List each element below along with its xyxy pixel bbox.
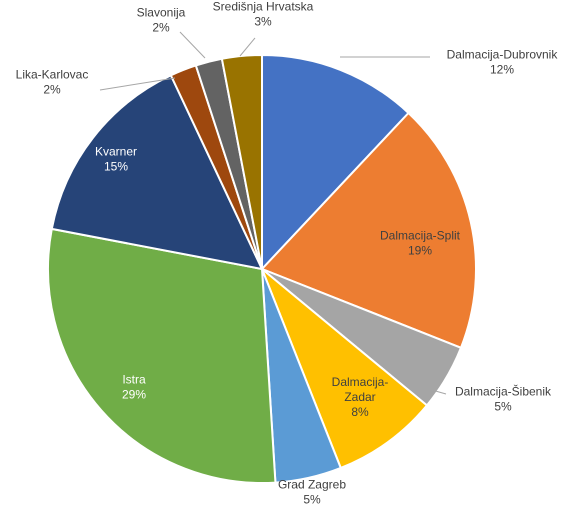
slice-label-line: Zadar	[344, 390, 375, 404]
leader-line	[295, 483, 301, 488]
slice-label: Središnja Hrvatska 3%	[213, 0, 314, 29]
slice-label: Slavonija 2%	[137, 6, 186, 35]
slice-label-line: 12%	[490, 63, 514, 77]
slice-label-line: 19%	[408, 244, 432, 258]
slice-label: Dalmacija-Split 19%	[380, 229, 461, 258]
pie-slice	[261, 53, 410, 272]
slice-label-line: Grad Zagreb	[278, 478, 346, 492]
slice-label: Dalmacija-Zadar 8%	[332, 375, 389, 419]
slice-label-line: 3%	[254, 15, 272, 29]
pie-slice	[50, 74, 264, 271]
slice-label-line: Dalmacija-Split	[380, 229, 461, 243]
slice-label-line: Istra	[122, 373, 146, 387]
slice-labels: Dalmacija-Dubrovnik 12% Dalmacija-Split 19%…	[16, 0, 559, 507]
pie-slice	[261, 268, 429, 470]
slice-label: Dalmacija-Dubrovnik 12%	[447, 48, 559, 77]
slice-label-line: Dalmacija-Dubrovnik	[447, 48, 559, 62]
slice-label: Lika-Karlovac 2%	[16, 68, 89, 97]
slice-label-line: Kvarner	[95, 145, 137, 159]
pie-slices	[47, 53, 477, 484]
leader-lines	[99, 31, 447, 488]
slice-label-line: 29%	[122, 388, 146, 402]
pie-slice	[220, 53, 263, 270]
pie-slice	[47, 227, 277, 484]
slice-label: Istra 29%	[122, 373, 146, 402]
pie-slice	[260, 111, 477, 350]
slice-label-line: 2%	[43, 83, 61, 97]
leader-line	[239, 37, 256, 57]
slice-label: Kvarner 15%	[95, 145, 137, 174]
leader-line	[431, 389, 447, 395]
leader-line	[99, 77, 176, 91]
slice-label-line: 8%	[351, 405, 369, 419]
leader-line	[179, 31, 206, 59]
slice-label-line: Lika-Karlovac	[16, 68, 89, 82]
slice-label-line: Središnja Hrvatska	[213, 0, 314, 14]
slice-label-line: 5%	[494, 400, 512, 414]
slice-label: Grad Zagreb 5%	[278, 478, 346, 507]
slice-label-line: Slavonija	[137, 6, 186, 20]
slice-label: Dalmacija-Šibenik 5%	[455, 384, 552, 414]
slice-label-line: Dalmacija-Šibenik	[455, 384, 552, 399]
slice-label-line: 5%	[303, 493, 321, 507]
slice-label-line: Dalmacija-	[332, 375, 389, 389]
slice-label-line: 15%	[104, 160, 128, 174]
slice-label-line: 2%	[152, 21, 170, 35]
